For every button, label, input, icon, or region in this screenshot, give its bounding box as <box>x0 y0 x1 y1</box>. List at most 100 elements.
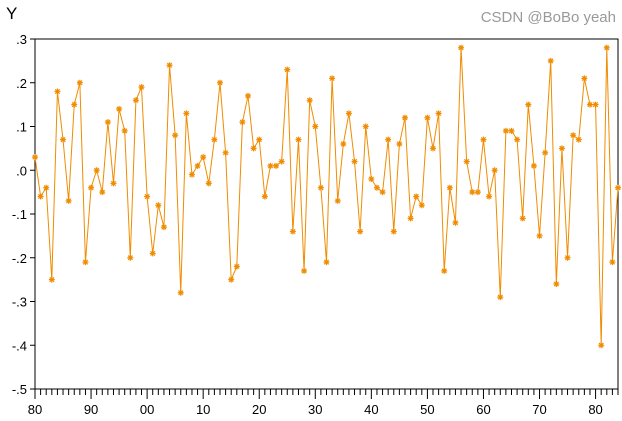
data-point <box>172 132 179 139</box>
asterisk-marker-stroke <box>32 154 38 160</box>
data-point <box>603 44 610 51</box>
data-point <box>312 123 319 130</box>
asterisk-marker-stroke <box>385 137 391 143</box>
data-point <box>413 193 420 200</box>
data-point <box>267 162 274 169</box>
x-tick-label: 30 <box>308 402 322 417</box>
asterisk-marker-stroke <box>178 290 184 296</box>
data-point <box>396 141 403 147</box>
asterisk-marker-stroke <box>262 193 268 200</box>
data-point <box>469 189 476 196</box>
asterisk-marker-stroke <box>391 228 397 235</box>
data-point <box>256 136 263 143</box>
asterisk-marker-stroke <box>503 128 509 134</box>
data-point <box>48 276 55 283</box>
data-point <box>373 184 380 191</box>
data-point <box>71 101 78 108</box>
asterisk-marker-stroke <box>604 45 610 51</box>
asterisk-marker-stroke <box>49 277 55 283</box>
data-point <box>514 136 521 143</box>
data-point <box>553 281 560 287</box>
data-point <box>295 136 302 143</box>
data-point <box>351 158 358 165</box>
data-point <box>93 167 100 174</box>
data-point <box>502 127 509 134</box>
x-tick-label: 50 <box>420 402 434 417</box>
asterisk-marker-stroke <box>189 172 195 178</box>
asterisk-marker-stroke <box>60 137 66 143</box>
data-point <box>424 114 431 121</box>
data-point <box>222 149 229 156</box>
data-point <box>418 202 425 209</box>
asterisk-marker-stroke <box>43 185 49 191</box>
asterisk-marker-stroke <box>245 93 251 99</box>
asterisk-marker-stroke <box>363 123 369 130</box>
data-point <box>301 267 308 274</box>
asterisk-marker-stroke <box>430 145 436 151</box>
data-point <box>289 228 296 235</box>
asterisk-marker-stroke <box>576 137 582 143</box>
asterisk-marker-stroke <box>615 185 621 191</box>
data-point <box>32 154 38 161</box>
data-point <box>160 224 167 231</box>
data-point <box>598 342 605 349</box>
data-point <box>37 193 44 200</box>
data-point <box>132 97 139 104</box>
asterisk-marker-stroke <box>525 102 531 108</box>
data-point <box>306 97 313 104</box>
data-point <box>205 180 212 187</box>
asterisk-marker-stroke <box>609 259 616 265</box>
asterisk-marker-stroke <box>469 189 475 195</box>
data-point <box>155 202 162 209</box>
data-point <box>390 228 397 235</box>
asterisk-marker-stroke <box>290 228 296 235</box>
data-point <box>530 162 537 169</box>
series-y <box>32 44 621 349</box>
data-point <box>379 189 386 196</box>
asterisk-marker-stroke <box>166 62 173 68</box>
y-tick-label: .1 <box>16 120 27 135</box>
data-point <box>43 184 50 191</box>
data-point <box>278 158 285 165</box>
data-point <box>177 289 184 296</box>
asterisk-marker-stroke <box>553 281 559 287</box>
x-tick-label: 80 <box>588 402 602 417</box>
data-point <box>239 119 246 126</box>
asterisk-marker-stroke <box>88 185 94 191</box>
data-point <box>273 162 280 169</box>
data-point <box>435 110 442 117</box>
asterisk-marker-stroke <box>138 84 145 90</box>
data-point <box>491 167 498 174</box>
x-tick-label: 90 <box>84 402 98 417</box>
data-point <box>615 184 621 191</box>
asterisk-marker-stroke <box>581 75 587 81</box>
data-point <box>547 57 554 64</box>
series-line <box>34 47 619 346</box>
asterisk-marker-stroke <box>172 132 178 138</box>
data-point <box>216 79 223 86</box>
asterisk-marker-stroke <box>127 255 133 261</box>
data-point <box>200 154 207 161</box>
asterisk-marker-stroke <box>228 277 234 283</box>
asterisk-marker-stroke <box>318 185 324 191</box>
data-point <box>65 197 72 204</box>
data-point <box>452 219 459 226</box>
asterisk-marker-stroke <box>407 215 414 221</box>
asterisk-marker-stroke <box>592 102 599 108</box>
asterisk-marker-stroke <box>351 158 358 165</box>
asterisk-marker-stroke <box>542 150 548 156</box>
asterisk-marker-stroke <box>559 145 565 151</box>
asterisk-marker-stroke <box>256 137 262 143</box>
data-point <box>188 171 195 178</box>
x-tick-label: 70 <box>532 402 546 417</box>
data-point <box>575 136 582 143</box>
asterisk-marker-stroke <box>110 180 117 186</box>
asterisk-marker-stroke <box>508 128 515 134</box>
data-point <box>525 101 532 108</box>
asterisk-marker-stroke <box>531 163 537 169</box>
asterisk-marker-stroke <box>368 176 374 182</box>
y-tick-label: -.4 <box>12 338 27 353</box>
asterisk-marker-stroke <box>357 228 363 235</box>
chart-title: Y <box>6 4 17 23</box>
data-point <box>586 101 593 108</box>
